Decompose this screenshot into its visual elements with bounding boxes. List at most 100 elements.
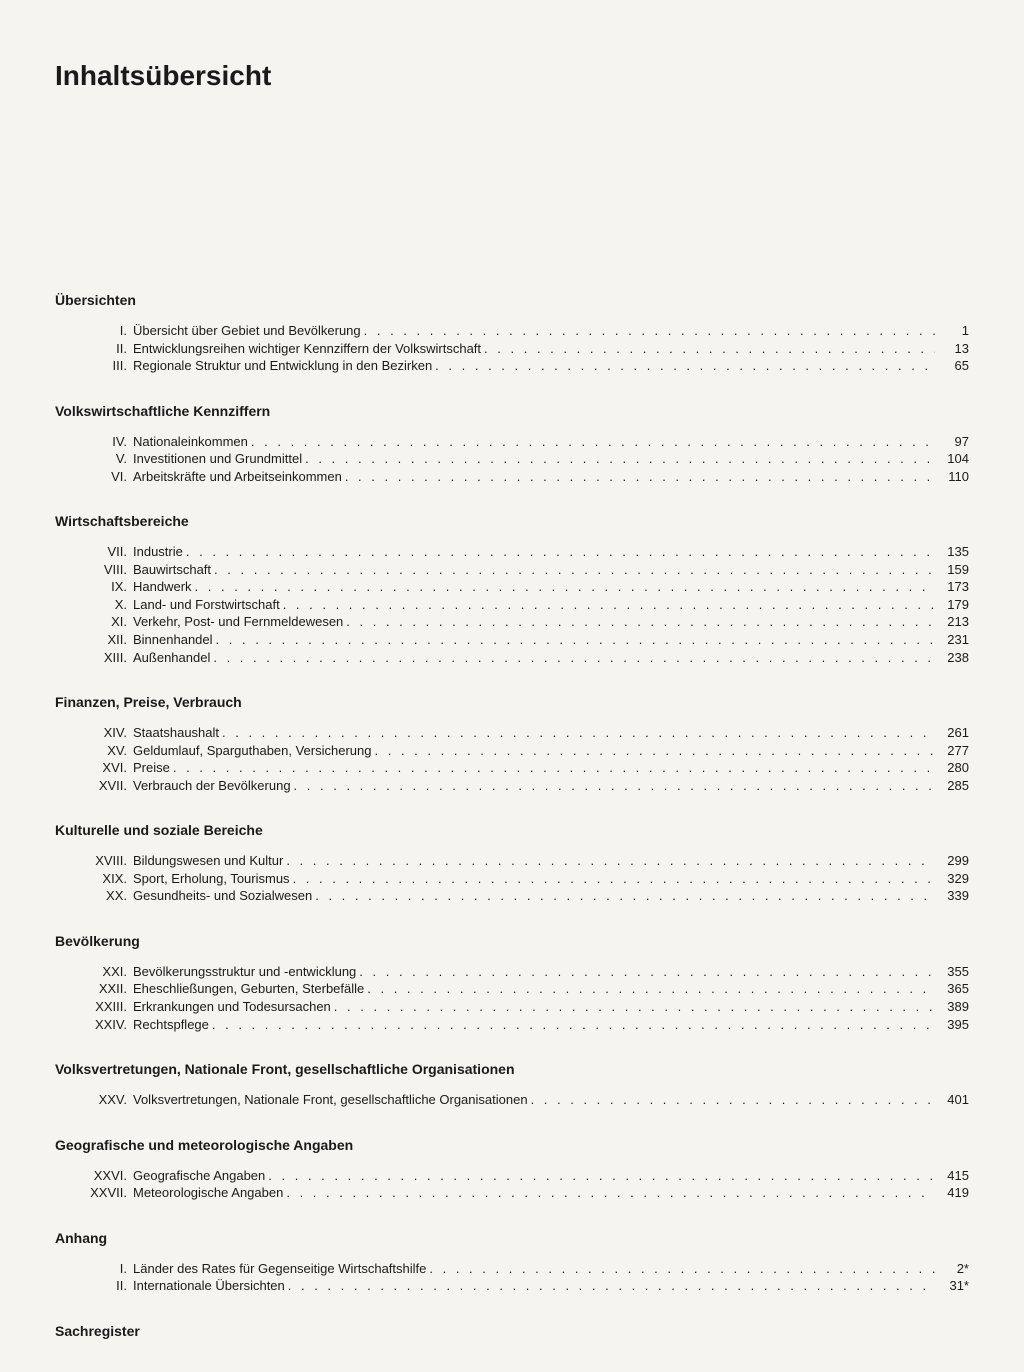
toc-entry: XIV. Staatshaushalt. . . . . . . . . . . …: [55, 724, 969, 742]
entry-numeral: XXVII.: [83, 1184, 127, 1202]
toc-entry: II.Entwicklungsreihen wichtiger Kennziff…: [55, 340, 969, 358]
entry-numeral: IX.: [83, 578, 127, 596]
entry-page: 97: [935, 433, 969, 451]
toc-entry: IV.Nationaleinkommen. . . . . . . . . . …: [55, 433, 969, 451]
entry-page: 277: [935, 742, 969, 760]
toc-section: Volkswirtschaftliche Kennziffern IV.Natio…: [55, 403, 969, 486]
entry-page: 261: [935, 724, 969, 742]
entry-numeral: XIV.: [83, 724, 127, 742]
entry-numeral: I.: [83, 1260, 127, 1278]
entry-page: 419: [935, 1184, 969, 1202]
entry-dots: . . . . . . . . . . . . . . . . . . . . …: [356, 963, 935, 981]
entry-numeral: III.: [83, 357, 127, 375]
entry-dots: . . . . . . . . . . . . . . . . . . . . …: [343, 613, 935, 631]
entry-title: Investitionen und Grundmittel: [133, 450, 302, 468]
entry-dots: . . . . . . . . . . . . . . . . . . . . …: [213, 631, 935, 649]
entry-title: Arbeitskräfte und Arbeitseinkommen: [133, 468, 342, 486]
entry-title: Internationale Übersichten: [133, 1277, 285, 1295]
toc-section: AnhangI.Länder des Rates für Gegenseitig…: [55, 1230, 969, 1295]
entry-page: 2*: [935, 1260, 969, 1278]
entry-title: Staatshaushalt: [133, 724, 219, 742]
entry-numeral: XXI.: [83, 963, 127, 981]
entry-title: Nationaleinkommen: [133, 433, 248, 451]
entry-title: Erkrankungen und Todesursachen: [133, 998, 331, 1016]
entry-numeral: I.: [83, 322, 127, 340]
entry-title: Bauwirtschaft: [133, 561, 211, 579]
table-of-contents: Übersichten I.Übersicht über Gebiet und B…: [55, 292, 969, 1295]
toc-section: WirtschaftsbereicheVII.Industrie. . . . …: [55, 513, 969, 666]
entry-title: Industrie: [133, 543, 183, 561]
toc-entry: V. Investitionen und Grundmittel. . . . .…: [55, 450, 969, 468]
toc-entry: XXVII.Meteorologische Angaben. . . . . .…: [55, 1184, 969, 1202]
entry-page: 389: [935, 998, 969, 1016]
entry-dots: . . . . . . . . . . . . . . . . . . . . …: [183, 543, 935, 561]
toc-entry: XII.Binnenhandel. . . . . . . . . . . . …: [55, 631, 969, 649]
toc-section: Volksvertretungen, Nationale Front, gese…: [55, 1061, 969, 1109]
entry-dots: . . . . . . . . . . . . . . . . . . . . …: [170, 759, 935, 777]
page-title: Inhaltsübersicht: [55, 60, 969, 92]
entry-title: Geografische Angaben: [133, 1167, 265, 1185]
entry-page: 65: [935, 357, 969, 375]
entry-dots: . . . . . . . . . . . . . . . . . . . . …: [285, 1277, 935, 1295]
entry-numeral: XVIII.: [83, 852, 127, 870]
entry-title: Rechtspflege: [133, 1016, 209, 1034]
entry-title: Preise: [133, 759, 170, 777]
section-header: Volkswirtschaftliche Kennziffern: [55, 403, 969, 419]
entry-page: 31*: [935, 1277, 969, 1295]
entry-dots: . . . . . . . . . . . . . . . . . . . . …: [331, 998, 935, 1016]
entry-numeral: XXIV.: [83, 1016, 127, 1034]
entry-page: 173: [935, 578, 969, 596]
entry-numeral: X.: [83, 596, 127, 614]
entry-numeral: XVI.: [83, 759, 127, 777]
entry-numeral: XXII.: [83, 980, 127, 998]
entry-dots: . . . . . . . . . . . . . . . . . . . . …: [248, 433, 935, 451]
entry-dots: . . . . . . . . . . . . . . . . . . . . …: [219, 724, 935, 742]
entry-page: 238: [935, 649, 969, 667]
toc-entry: XXIII. Erkrankungen und Todesursachen. . …: [55, 998, 969, 1016]
entry-title: Bildungswesen und Kultur: [133, 852, 283, 870]
toc-section: BevölkerungXXI.Bevölkerungsstruktur und …: [55, 933, 969, 1033]
entry-title: Geldumlauf, Sparguthaben, Versicherung: [133, 742, 372, 760]
entry-title: Außenhandel: [133, 649, 210, 667]
entry-title: Eheschließungen, Geburten, Sterbefälle: [133, 980, 364, 998]
entry-numeral: XXIII.: [83, 998, 127, 1016]
entry-numeral: XXV.: [83, 1091, 127, 1109]
toc-section: Kulturelle und soziale Bereiche XVIII. Bil…: [55, 822, 969, 905]
entry-page: 213: [935, 613, 969, 631]
toc-entry: II.Internationale Übersichten. . . . . .…: [55, 1277, 969, 1295]
entry-page: 1: [935, 322, 969, 340]
entry-title: Volksvertretungen, Nationale Front, gese…: [133, 1091, 528, 1109]
toc-section: Finanzen, Preise, VerbrauchXIV.Staatshau…: [55, 694, 969, 794]
entry-page: 401: [935, 1091, 969, 1109]
section-header: Volksvertretungen, Nationale Front, gese…: [55, 1061, 969, 1077]
entry-dots: . . . . . . . . . . . . . . . . . . . . …: [283, 852, 935, 870]
entry-numeral: V.: [83, 450, 127, 468]
toc-entry: XXIV.Rechtspflege. . . . . . . . . . . .…: [55, 1016, 969, 1034]
entry-numeral: VI.: [83, 468, 127, 486]
entry-dots: . . . . . . . . . . . . . . . . . . . . …: [426, 1260, 935, 1278]
entry-title: Entwicklungsreihen wichtiger Kennziffern…: [133, 340, 481, 358]
toc-entry: XIII.Außenhandel. . . . . . . . . . . . …: [55, 649, 969, 667]
entry-numeral: XIII.: [83, 649, 127, 667]
entry-dots: . . . . . . . . . . . . . . . . . . . . …: [372, 742, 936, 760]
entry-page: 280: [935, 759, 969, 777]
entry-title: Länder des Rates für Gegenseitige Wirtsc…: [133, 1260, 426, 1278]
entry-numeral: XI.: [83, 613, 127, 631]
entry-dots: . . . . . . . . . . . . . . . . . . . . …: [302, 450, 935, 468]
toc-entry: XVI. Preise. . . . . . . . . . . . . . . …: [55, 759, 969, 777]
section-header: Geografische und meteorologische Angaben: [55, 1137, 969, 1153]
entry-numeral: XV.: [83, 742, 127, 760]
toc-entry: I.Übersicht über Gebiet und Bevölkerung.…: [55, 322, 969, 340]
entry-title: Verkehr, Post- und Fernmeldewesen: [133, 613, 343, 631]
entry-page: 159: [935, 561, 969, 579]
entry-dots: . . . . . . . . . . . . . . . . . . . . …: [481, 340, 935, 358]
footer-label: Sachregister: [55, 1323, 969, 1339]
entry-dots: . . . . . . . . . . . . . . . . . . . . …: [290, 870, 935, 888]
entry-dots: . . . . . . . . . . . . . . . . . . . . …: [432, 357, 935, 375]
toc-entry: XXII. Eheschließungen, Geburten, Sterbefä…: [55, 980, 969, 998]
section-header: Kulturelle und soziale Bereiche: [55, 822, 969, 838]
toc-entry: VII.Industrie. . . . . . . . . . . . . .…: [55, 543, 969, 561]
section-header: Übersichten: [55, 292, 969, 308]
entry-page: 179: [935, 596, 969, 614]
toc-entry: XXI.Bevölkerungsstruktur und -entwicklun…: [55, 963, 969, 981]
